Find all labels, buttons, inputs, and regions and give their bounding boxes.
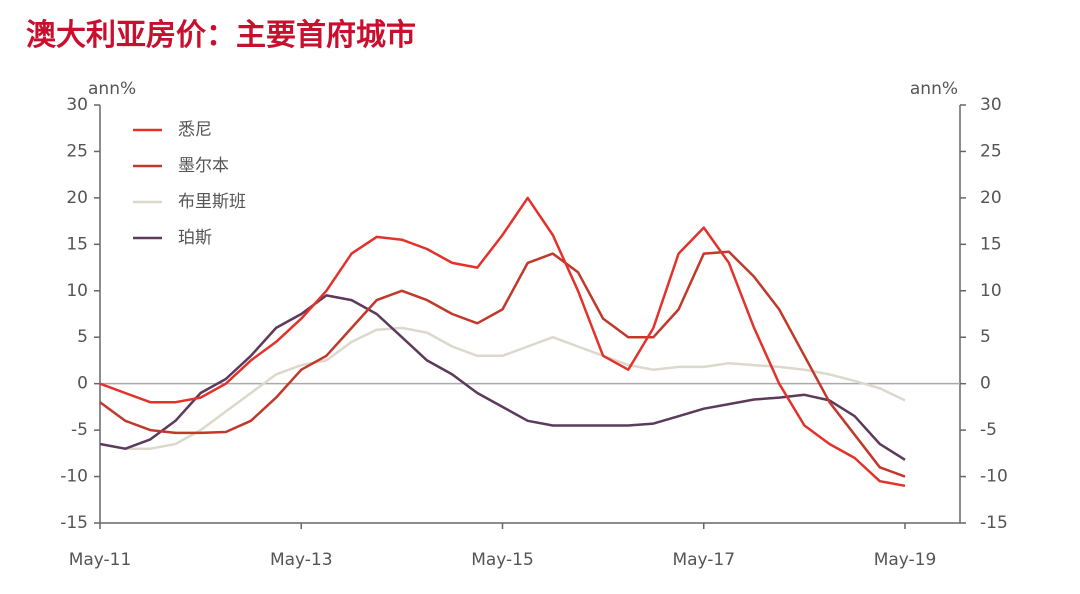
y-tick-label: 5 (77, 327, 88, 347)
legend-label: 布里斯班 (178, 192, 246, 212)
y2-tick-label: 5 (980, 327, 991, 347)
x-tick-label: May-13 (270, 550, 333, 570)
y2-tick-label: 0 (980, 374, 991, 394)
y2-tick-label: -10 (980, 467, 1008, 487)
series-line (99, 294, 906, 461)
y-tick-label: -10 (60, 467, 88, 487)
y2-tick-label: 20 (980, 188, 1002, 208)
y2-tick-label: 10 (980, 281, 1002, 301)
series-line (99, 326, 906, 450)
y2-axis-label: ann% (910, 79, 958, 99)
x-tick-label: May-19 (874, 550, 937, 570)
x-tick-label: May-15 (471, 550, 534, 570)
x-tick-label: May-11 (69, 550, 132, 570)
y2-tick-label: -15 (980, 513, 1008, 533)
y-tick-label: 15 (66, 234, 88, 254)
y2-tick-label: 15 (980, 234, 1002, 254)
y-tick-label: 30 (66, 95, 88, 115)
y-tick-label: -15 (60, 513, 88, 533)
legend-label: 悉尼 (178, 120, 212, 140)
chart-title: 澳大利亚房价：主要首府城市 (26, 18, 416, 52)
y2-tick-label: -5 (980, 420, 997, 440)
legend-label: 墨尔本 (178, 156, 229, 176)
legend-label: 珀斯 (178, 228, 212, 248)
x-tick-label: May-17 (672, 550, 735, 570)
y2-tick-label: 30 (980, 95, 1002, 115)
series-line (99, 196, 906, 488)
y-tick-label: 0 (77, 374, 88, 394)
y-tick-label: 25 (66, 141, 88, 161)
y-tick-label: 20 (66, 188, 88, 208)
y2-tick-label: 25 (980, 141, 1002, 161)
y-tick-label: 10 (66, 281, 88, 301)
series-line (99, 250, 906, 478)
y-tick-label: -5 (71, 420, 88, 440)
y-axis-label: ann% (88, 79, 136, 99)
